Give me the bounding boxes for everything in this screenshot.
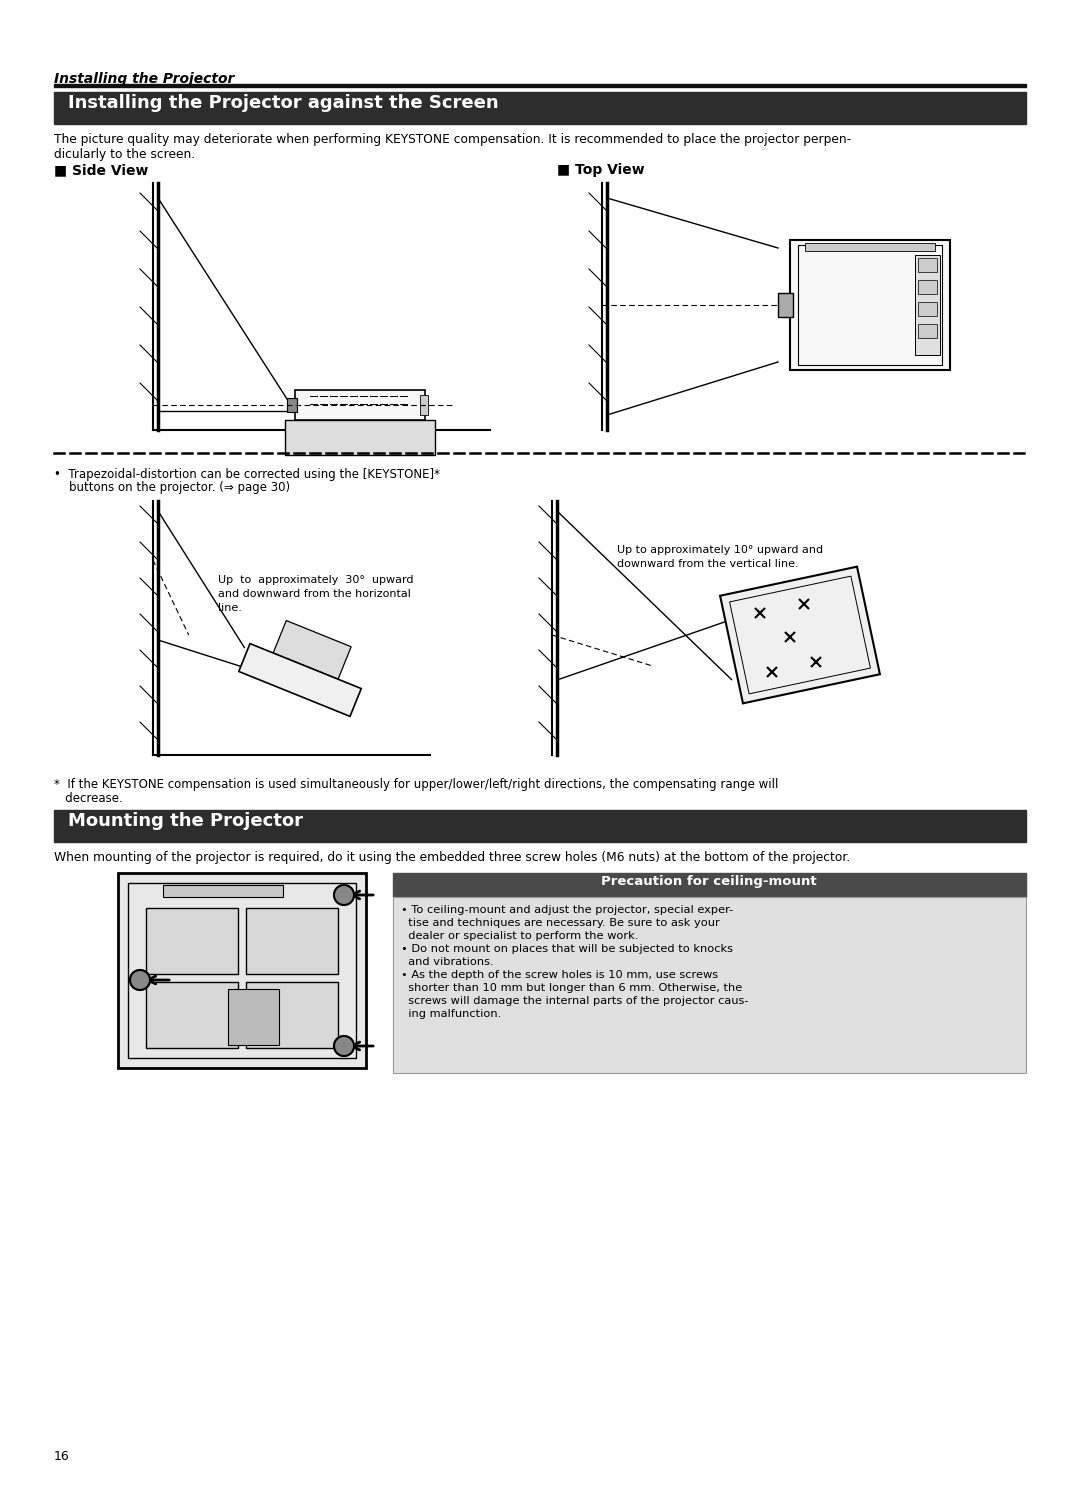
Bar	[129, 884, 356, 1057]
Text: ing malfunction.: ing malfunction.	[401, 1008, 501, 1019]
Text: dealer or specialist to perform the work.: dealer or specialist to perform the work…	[401, 931, 638, 941]
Text: Precaution for ceiling-mount: Precaution for ceiling-mount	[602, 875, 816, 888]
Text: The picture quality may deteriorate when performing KEYSTONE compensation. It is: The picture quality may deteriorate when…	[54, 134, 851, 146]
Bar	[393, 897, 1026, 1074]
Bar	[246, 982, 338, 1048]
Text: decrease.: decrease.	[54, 792, 123, 805]
Bar	[54, 92, 1026, 125]
Polygon shape	[273, 621, 351, 679]
Text: dicularly to the screen.: dicularly to the screen.	[54, 148, 195, 160]
Bar	[915, 255, 940, 355]
Bar	[918, 281, 937, 294]
Bar	[146, 907, 238, 974]
Text: buttons on the projector. (⇒ page 30): buttons on the projector. (⇒ page 30)	[54, 481, 291, 495]
Text: tise and techniques are necessary. Be sure to ask your: tise and techniques are necessary. Be su…	[401, 918, 719, 928]
Text: Installing the Projector against the Screen: Installing the Projector against the Scr…	[68, 94, 499, 111]
Text: • Do not mount on places that will be subjected to knocks: • Do not mount on places that will be su…	[401, 944, 733, 953]
Bar	[798, 245, 942, 365]
Bar	[246, 907, 338, 974]
Bar	[393, 873, 1026, 897]
Bar	[163, 885, 283, 897]
Text: Up to approximately 10° upward and: Up to approximately 10° upward and	[617, 545, 823, 555]
Bar	[420, 395, 428, 414]
Text: Up  to  approximately  30°  upward: Up to approximately 30° upward	[218, 575, 414, 585]
Text: Installing the Projector: Installing the Projector	[54, 71, 234, 86]
Polygon shape	[239, 643, 361, 716]
Bar	[918, 258, 937, 272]
Bar	[918, 324, 937, 339]
Text: shorter than 10 mm but longer than 6 mm. Otherwise, the: shorter than 10 mm but longer than 6 mm.…	[401, 983, 742, 993]
Text: and downward from the horizontal: and downward from the horizontal	[218, 590, 410, 598]
Circle shape	[130, 970, 150, 990]
Text: When mounting of the projector is required, do it using the embedded three screw: When mounting of the projector is requir…	[54, 851, 850, 864]
Text: 16: 16	[54, 1449, 70, 1463]
Text: ■ Top View: ■ Top View	[557, 163, 645, 177]
Bar	[295, 391, 426, 420]
Bar	[54, 85, 1026, 88]
Bar	[789, 241, 950, 370]
Text: ■ Side View: ■ Side View	[54, 163, 148, 177]
Text: screws will damage the internal parts of the projector caus-: screws will damage the internal parts of…	[401, 996, 748, 1005]
Circle shape	[334, 1037, 354, 1056]
Bar	[778, 293, 793, 316]
Text: Mounting the Projector: Mounting the Projector	[68, 812, 303, 830]
Text: downward from the vertical line.: downward from the vertical line.	[617, 558, 798, 569]
Text: • To ceiling-mount and adjust the projector, special exper-: • To ceiling-mount and adjust the projec…	[401, 904, 733, 915]
Bar	[54, 809, 1026, 842]
Text: *  If the KEYSTONE compensation is used simultaneously for upper/lower/left/righ: * If the KEYSTONE compensation is used s…	[54, 778, 779, 792]
Text: • As the depth of the screw holes is 10 mm, use screws: • As the depth of the screw holes is 10 …	[401, 970, 718, 980]
Bar	[287, 398, 297, 411]
Text: line.: line.	[218, 603, 242, 613]
Bar	[118, 873, 366, 1068]
Circle shape	[334, 885, 354, 904]
Bar	[228, 989, 279, 1045]
Text: •  Trapezoidal-distortion can be corrected using the [KEYSTONE]*: • Trapezoidal-distortion can be correcte…	[54, 468, 440, 481]
Bar	[805, 244, 935, 251]
Bar	[285, 420, 435, 454]
Polygon shape	[720, 567, 880, 704]
Text: and vibrations.: and vibrations.	[401, 956, 494, 967]
Bar	[918, 301, 937, 316]
Bar	[146, 982, 238, 1048]
